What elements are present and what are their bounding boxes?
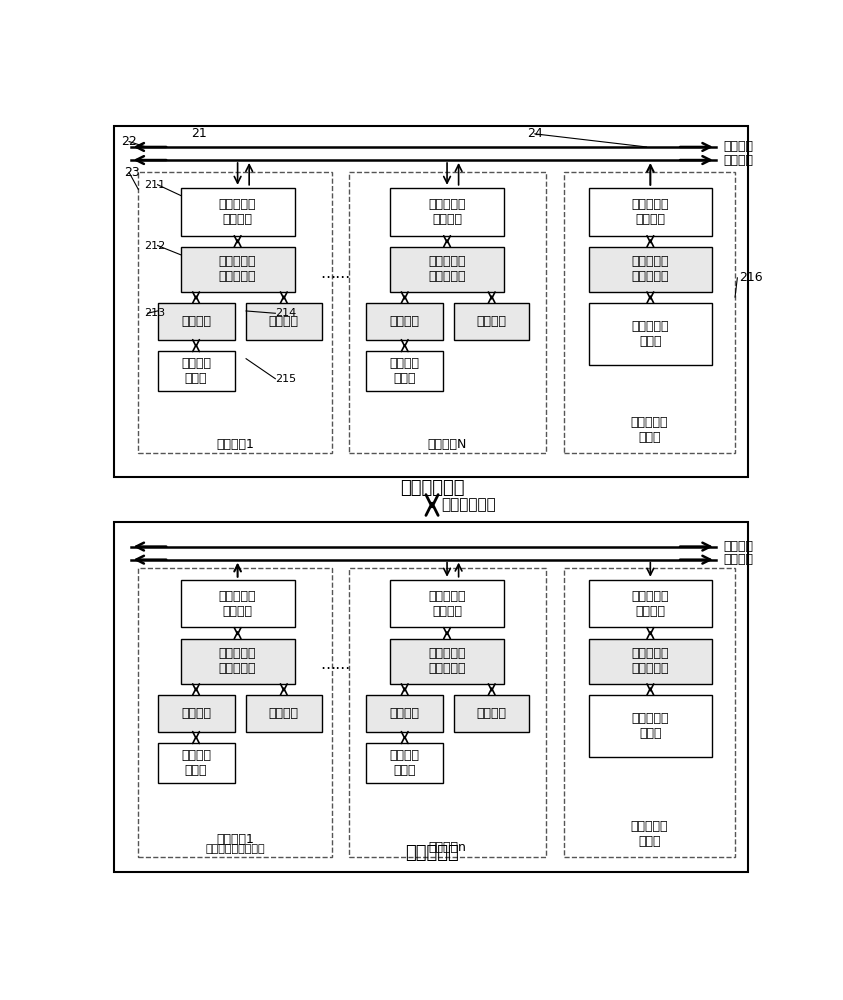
Text: 213: 213: [144, 308, 165, 318]
Text: 通讯节点n: 通讯节点n: [428, 841, 466, 854]
Text: 帧头仲裁: 帧头仲裁: [181, 707, 211, 720]
Bar: [349, 568, 545, 857]
Text: 211: 211: [144, 180, 165, 190]
Bar: [588, 247, 712, 292]
Bar: [454, 695, 529, 732]
Text: 21: 21: [191, 127, 207, 140]
Text: 同步模式切
换管理单元: 同步模式切 换管理单元: [219, 647, 256, 675]
Text: 212: 212: [144, 241, 166, 251]
Text: 中央时钟管
理单元: 中央时钟管 理单元: [631, 320, 669, 348]
Text: 216: 216: [738, 271, 763, 284]
Text: 215: 215: [276, 374, 297, 384]
Bar: [180, 188, 294, 235]
Bar: [114, 126, 748, 477]
Bar: [564, 568, 735, 857]
Bar: [114, 522, 748, 872]
Text: 数据总线: 数据总线: [723, 154, 754, 167]
Text: 中央时钟管
理节点: 中央时钟管 理节点: [631, 820, 668, 848]
Bar: [158, 695, 234, 732]
Text: 高速总线同
步收发器: 高速总线同 步收发器: [631, 590, 669, 618]
Text: 数据通讯: 数据通讯: [269, 315, 298, 328]
Text: 数据通讯: 数据通讯: [269, 707, 298, 720]
Bar: [564, 172, 735, 453]
Text: 帧头仲裁: 帧头仲裁: [389, 707, 420, 720]
Bar: [158, 743, 234, 783]
Text: 动态优先
级调整: 动态优先 级调整: [389, 357, 420, 385]
Text: 数据通讯: 数据通讯: [476, 315, 507, 328]
Text: 数据总线: 数据总线: [723, 553, 754, 566]
Text: 同步模式切
换管理单元: 同步模式切 换管理单元: [428, 255, 466, 283]
Text: 高速总线同
步收发器: 高速总线同 步收发器: [428, 590, 466, 618]
Text: 动态优先
级调整: 动态优先 级调整: [389, 749, 420, 777]
Bar: [349, 172, 545, 453]
Bar: [158, 351, 234, 391]
Text: 源时钟模式: 源时钟模式: [405, 844, 459, 862]
Bar: [390, 188, 504, 235]
Bar: [588, 188, 712, 235]
Bar: [366, 743, 443, 783]
Text: 24: 24: [527, 127, 543, 140]
Text: 高速总线同
步收发器: 高速总线同 步收发器: [219, 590, 256, 618]
Text: 时钟总线: 时钟总线: [723, 140, 754, 153]
Bar: [246, 695, 321, 732]
Text: 帧头仲裁: 帧头仲裁: [389, 315, 420, 328]
Bar: [180, 247, 294, 292]
Text: 同步模式切换: 同步模式切换: [441, 497, 496, 512]
Text: 同步模式切
换管理单元: 同步模式切 换管理单元: [631, 255, 669, 283]
Bar: [158, 303, 234, 340]
Bar: [390, 247, 504, 292]
Bar: [366, 351, 443, 391]
Text: 高速总线同
步收发器: 高速总线同 步收发器: [631, 198, 669, 226]
Text: 中央时钟管
理单元: 中央时钟管 理单元: [631, 712, 669, 740]
Bar: [180, 639, 294, 684]
Bar: [390, 639, 504, 684]
Text: ……: ……: [320, 266, 351, 282]
Text: 同步模式切
换管理单元: 同步模式切 换管理单元: [219, 255, 256, 283]
Bar: [246, 303, 321, 340]
Bar: [366, 695, 443, 732]
Bar: [390, 580, 504, 627]
Text: 22: 22: [121, 135, 137, 148]
Text: ……: ……: [320, 657, 351, 672]
Text: 中央时钟管
理节点: 中央时钟管 理节点: [631, 416, 668, 444]
Text: 中央时钟模式: 中央时钟模式: [400, 479, 464, 497]
Bar: [588, 303, 712, 365]
Bar: [180, 580, 294, 627]
Bar: [588, 580, 712, 627]
Bar: [588, 639, 712, 684]
Text: 通讯节点1: 通讯节点1: [217, 438, 255, 451]
Text: 高速总线同
步收发器: 高速总线同 步收发器: [428, 198, 466, 226]
Text: 214: 214: [276, 308, 297, 318]
Text: 动态优先
级调整: 动态优先 级调整: [181, 357, 211, 385]
Bar: [138, 172, 332, 453]
Text: 数据通讯: 数据通讯: [476, 707, 507, 720]
Text: （获得总线仲裁权）: （获得总线仲裁权）: [206, 844, 265, 854]
Bar: [366, 303, 443, 340]
Bar: [588, 695, 712, 757]
Text: 动态优先
级调整: 动态优先 级调整: [181, 749, 211, 777]
Text: 同步模式切
换管理单元: 同步模式切 换管理单元: [631, 647, 669, 675]
Text: 帧头仲裁: 帧头仲裁: [181, 315, 211, 328]
Text: 时钟总线: 时钟总线: [723, 540, 754, 553]
Text: 23: 23: [125, 166, 140, 179]
Text: 通讯节点1: 通讯节点1: [217, 833, 255, 846]
Text: 同步模式切
换管理单元: 同步模式切 换管理单元: [428, 647, 466, 675]
Text: 通讯节点N: 通讯节点N: [427, 438, 467, 451]
Text: 高速总线同
步收发器: 高速总线同 步收发器: [219, 198, 256, 226]
Bar: [454, 303, 529, 340]
Bar: [138, 568, 332, 857]
